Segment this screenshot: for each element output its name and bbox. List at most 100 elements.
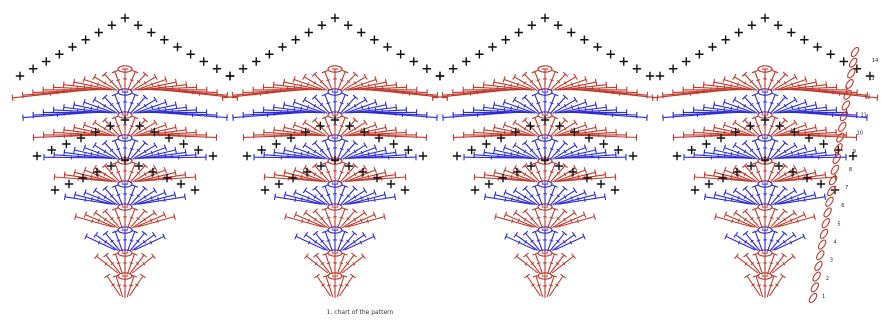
treble-stitch xyxy=(357,134,427,138)
stitch-row xyxy=(294,226,376,252)
treble-stitch xyxy=(547,117,556,137)
single-crochet-stitch xyxy=(55,50,64,59)
stitch-top-bar xyxy=(703,171,706,178)
treble-stitch xyxy=(132,189,156,206)
stitch-top-bar xyxy=(793,164,798,171)
stitch-tick xyxy=(111,283,115,287)
stitch-top-bar xyxy=(502,99,506,106)
stitch-top-bar xyxy=(572,187,578,194)
stitch-top-bar xyxy=(174,169,177,176)
single-crochet-stitch xyxy=(498,173,508,183)
stitch-tick xyxy=(749,194,754,198)
stitch-tick xyxy=(563,172,567,177)
treble-stitch xyxy=(734,189,758,206)
stitch-top-bar xyxy=(102,208,108,214)
stitch-top-bar xyxy=(302,187,308,194)
single-crochet-stitch xyxy=(50,185,60,195)
treble-stitch xyxy=(554,147,586,160)
treble-stitch xyxy=(559,196,606,205)
single-crochet-stitch xyxy=(133,21,143,30)
treble-stitch xyxy=(137,216,175,228)
treble-stitch xyxy=(744,119,761,137)
treble-stitch xyxy=(777,171,816,183)
treble-stitch xyxy=(725,235,756,251)
treble-stitch xyxy=(554,124,586,137)
stitch-top-bar xyxy=(395,104,398,111)
stitch-tick xyxy=(570,82,574,87)
stitch-top-bar xyxy=(742,140,748,146)
single-crochet-stitch xyxy=(790,127,799,137)
stitch-top-bar xyxy=(141,252,147,258)
stitch-top-bar xyxy=(522,208,528,214)
treble-stitch xyxy=(126,275,135,298)
single-crochet-stitch xyxy=(467,145,476,155)
treble-stitch xyxy=(339,73,356,92)
stitch-top-bar xyxy=(604,149,607,156)
turning-chain-oval xyxy=(812,271,821,282)
single-crochet-stitch xyxy=(731,127,740,137)
treble-stitch xyxy=(294,101,325,114)
single-crochet-stitch xyxy=(208,151,218,161)
treble-stitch xyxy=(339,96,356,114)
treble-stitch xyxy=(504,101,535,114)
stitch-tick xyxy=(536,262,541,265)
treble-stitch xyxy=(129,187,146,206)
treble-stitch xyxy=(772,99,796,114)
stitch-tick xyxy=(783,172,787,177)
single-crochet-stitch xyxy=(645,71,655,81)
stitch-tick xyxy=(537,284,542,287)
treble-stitch xyxy=(324,94,333,115)
stitch-top-bar xyxy=(771,229,778,234)
stitch-tick xyxy=(129,193,134,197)
stitch-top-bar xyxy=(395,81,398,88)
stitch-top-bar xyxy=(532,252,539,256)
single-crochet-stitch xyxy=(540,155,550,165)
treble-stitch xyxy=(769,187,786,206)
stitch-tick xyxy=(129,124,134,128)
stitch-tick xyxy=(548,284,553,287)
stitch-tick xyxy=(743,126,747,131)
single-crochet-stitch xyxy=(682,57,691,66)
stitch-tick xyxy=(109,102,114,107)
stitch-tick xyxy=(353,126,357,131)
stitch-top-bar xyxy=(162,233,166,240)
treble-stitch xyxy=(74,171,113,183)
stitch-top-bar xyxy=(83,189,87,196)
stitch-top-bar xyxy=(751,115,759,120)
treble-stitch xyxy=(774,169,806,183)
stitch-tick xyxy=(790,218,793,223)
stitch-top-bar xyxy=(395,126,397,134)
stitch-row xyxy=(703,180,827,206)
stitch-tick xyxy=(790,173,793,178)
stitch-tick xyxy=(326,239,331,242)
stitch-top-bar xyxy=(551,115,559,120)
stitch-top-bar xyxy=(273,149,276,156)
treble-stitch xyxy=(769,165,786,183)
stitch-tick xyxy=(749,102,754,107)
stitch-tick xyxy=(549,79,554,82)
single-crochet-stitch xyxy=(400,185,410,195)
stitch-top-bar xyxy=(153,164,158,171)
stitch-top-bar xyxy=(573,142,578,149)
treble-stitch xyxy=(552,167,576,183)
stitch-top-bar xyxy=(782,185,788,191)
stitch-top-bar xyxy=(531,207,539,211)
treble-stitch xyxy=(549,232,565,252)
single-crochet-row xyxy=(15,13,235,195)
treble-stitch xyxy=(704,196,751,205)
stitch-tick xyxy=(517,196,520,200)
stitch-top-bar xyxy=(793,96,798,103)
stitch-tick xyxy=(524,261,528,266)
stitch-tick xyxy=(536,79,541,82)
stitch-tick xyxy=(510,174,513,179)
treble-stitch xyxy=(363,88,448,99)
treble-stitch xyxy=(774,124,806,137)
treble-stitch xyxy=(347,216,385,228)
stitch-top-bar xyxy=(272,81,275,88)
single-crochet-stitch xyxy=(164,133,174,143)
stitch-tick xyxy=(360,218,363,223)
stitch-tick xyxy=(314,240,318,244)
single-crochet-stitch xyxy=(747,21,757,30)
turning-chain-oval xyxy=(841,100,851,111)
